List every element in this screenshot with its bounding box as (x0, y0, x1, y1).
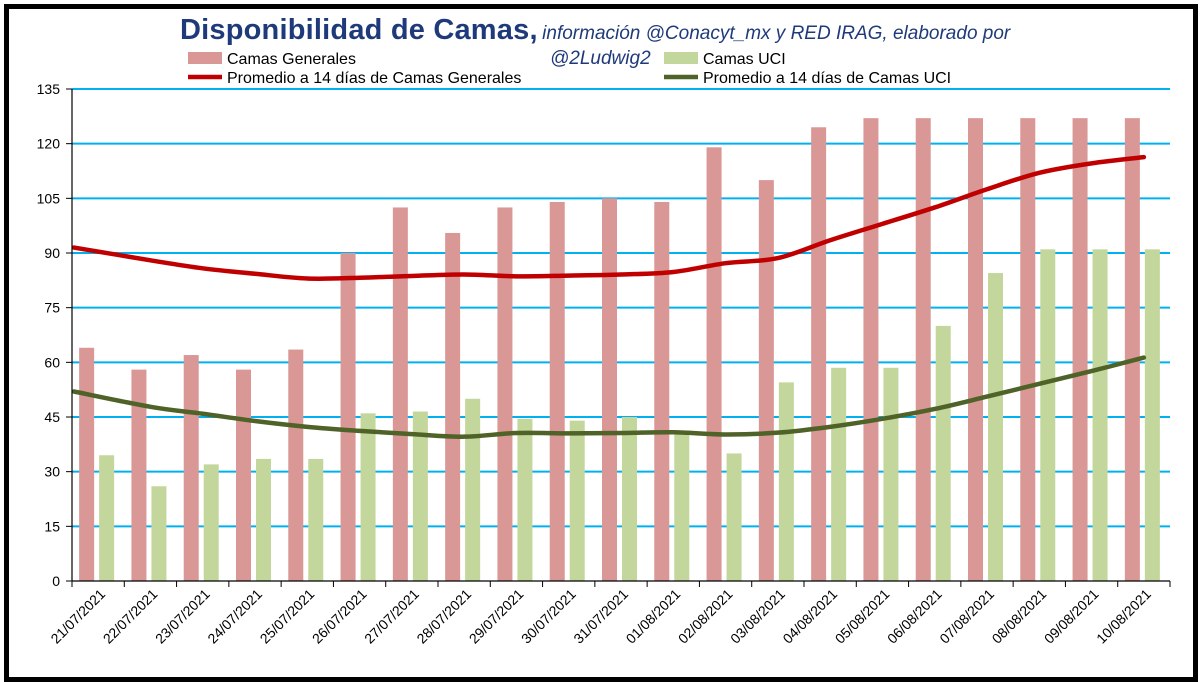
title-subtitle-line2: @2Ludwig2 (550, 48, 651, 69)
x-tick-label: 07/08/2021 (936, 586, 997, 647)
bar-camas-uci (517, 418, 533, 581)
bar-camas-uci (622, 417, 637, 581)
x-tick-label: 02/08/2021 (675, 586, 736, 647)
x-tick-label: 09/08/2021 (1041, 586, 1102, 647)
bar-camas-generales (968, 118, 983, 582)
x-tick-label: 24/07/2021 (204, 586, 265, 647)
bar-camas-generales (131, 369, 147, 581)
bar-camas-generales (340, 253, 356, 581)
y-tick-label: 60 (44, 354, 60, 370)
bar-camas-uci (831, 367, 847, 581)
bar-camas-generales (445, 232, 461, 581)
bar-camas-generales (236, 369, 251, 581)
legend-label-promedio-generales: Promedio a 14 días de Camas Generales (227, 70, 521, 87)
legend-swatch-camas-uci (664, 52, 698, 64)
bar-camas-generales (706, 147, 722, 582)
bar-camas-generales (183, 355, 199, 581)
bar-camas-generales (602, 198, 617, 582)
y-tick-label: 45 (44, 409, 60, 425)
bar-camas-generales (654, 201, 670, 581)
bar-camas-uci (203, 464, 219, 581)
title-subtitle: información @Conacyt_mx y RED IRAG, elab… (542, 23, 1011, 44)
bar-camas-generales (1124, 118, 1140, 582)
legend-label-camas-generales: Camas Generales (227, 51, 356, 68)
legend-swatch-camas-generales (188, 52, 222, 64)
y-tick-label: 105 (37, 190, 61, 206)
bar-camas-uci (412, 411, 428, 581)
x-tick-label: 29/07/2021 (466, 586, 527, 647)
bar-camas-uci (1144, 249, 1160, 581)
legend-label-camas-uci: Camas UCI (703, 51, 786, 68)
line-promedio-generales (71, 154, 1147, 281)
y-tick-label: 135 (37, 81, 61, 97)
bar-camas-uci (988, 273, 1003, 581)
bar-camas-uci (935, 325, 951, 581)
x-tick-label: 27/07/2021 (361, 586, 422, 647)
x-tick-label: 21/07/2021 (47, 586, 108, 647)
bar-camas-uci (1040, 249, 1056, 581)
bar-camas-generales (549, 201, 565, 581)
bar-camas-generales (288, 349, 304, 581)
line-promedio-uci (71, 355, 1147, 439)
bar-camas-uci (778, 382, 794, 581)
y-tick-label: 120 (37, 136, 61, 152)
y-tick-label: 90 (44, 245, 60, 261)
x-tick-label: 05/08/2021 (832, 586, 893, 647)
bar-camas-generales (1020, 118, 1036, 582)
bar-camas-generales (1072, 118, 1088, 582)
bar-camas-uci (883, 367, 899, 581)
x-tick-label: 26/07/2021 (309, 586, 370, 647)
bar-camas-generales (863, 118, 879, 582)
x-tick-label: 31/07/2021 (570, 586, 631, 647)
x-tick-label: 28/07/2021 (413, 586, 474, 647)
bar-camas-generales (811, 127, 827, 582)
y-tick-label: 75 (44, 300, 60, 316)
bar-camas-uci (308, 458, 324, 581)
x-tick-label: 03/08/2021 (727, 586, 788, 647)
bar-camas-uci (99, 455, 115, 581)
y-tick-label: 15 (44, 518, 60, 534)
legend-label-promedio-uci: Promedio a 14 días de Camas UCI (703, 70, 951, 87)
x-tick-label: 25/07/2021 (257, 586, 318, 647)
x-tick-label: 30/07/2021 (518, 586, 579, 647)
x-tick-label: 01/08/2021 (623, 586, 684, 647)
chart-title: Disponibilidad de Camas, información @Co… (180, 14, 1060, 47)
bar-camas-uci (569, 420, 585, 581)
bar-camas-uci (1092, 249, 1108, 581)
bar-camas-generales (392, 207, 408, 581)
title-main: Disponibilidad de Camas, (180, 14, 538, 46)
y-tick-label: 30 (44, 464, 60, 480)
x-tick-label: 06/08/2021 (884, 586, 945, 647)
bar-camas-generales (497, 207, 513, 581)
bar-camas-uci (726, 453, 742, 581)
bar-camas-generales (915, 118, 931, 582)
bar-camas-uci (360, 413, 376, 581)
bar-camas-uci (465, 398, 481, 581)
x-tick-label: 10/08/2021 (1093, 586, 1154, 647)
x-tick-label: 04/08/2021 (779, 586, 840, 647)
bar-camas-generales (79, 347, 95, 581)
x-tick-label: 22/07/2021 (100, 586, 161, 647)
y-tick-label: 0 (52, 573, 60, 589)
bar-camas-generales (758, 180, 774, 581)
bar-camas-uci (151, 486, 167, 581)
bar-camas-uci (674, 433, 690, 581)
x-tick-label: 08/08/2021 (989, 586, 1050, 647)
bar-camas-uci (256, 458, 271, 581)
x-tick-label: 23/07/2021 (152, 586, 213, 647)
